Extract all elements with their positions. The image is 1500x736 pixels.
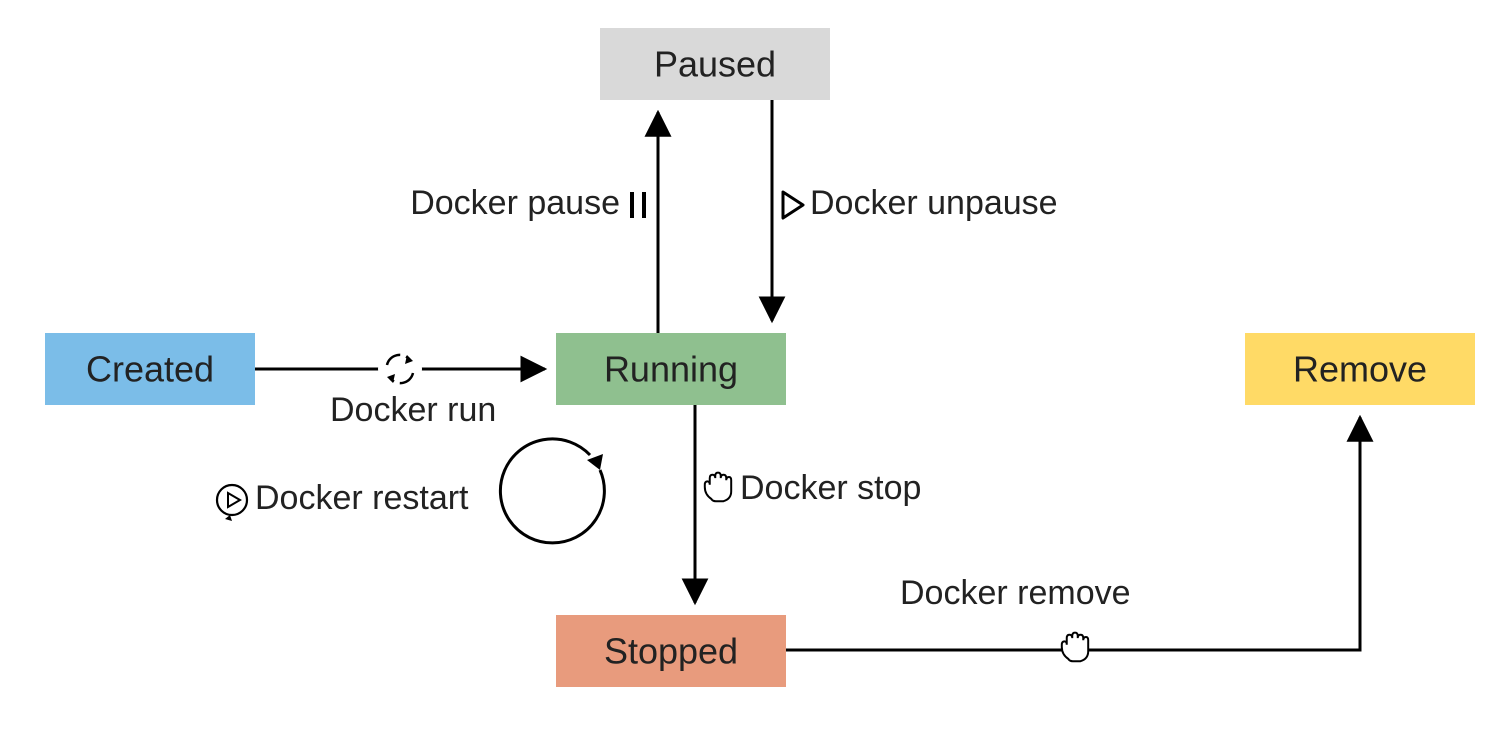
state-node-created: Created	[45, 333, 255, 405]
edge-pause: Docker pause	[410, 112, 658, 333]
state-node-stopped: Stopped	[556, 615, 786, 687]
edge-remove: Docker remove	[786, 417, 1360, 661]
state-node-running: Running	[556, 333, 786, 405]
edge-label: Docker run	[330, 391, 496, 429]
edge-restart: Docker restart	[217, 439, 604, 543]
restart-icon	[217, 485, 247, 521]
edge-label: Docker unpause	[810, 184, 1058, 222]
edge-run: Docker run	[255, 347, 545, 429]
edge-label: Docker pause	[410, 184, 620, 222]
cycle-icon	[378, 347, 422, 391]
edge-label: Docker stop	[740, 469, 921, 507]
pause-icon	[632, 192, 644, 218]
hand-icon	[705, 473, 731, 502]
node-label: Stopped	[604, 631, 738, 672]
play-icon	[783, 192, 803, 218]
node-label: Created	[86, 349, 214, 390]
edge-label: Docker remove	[900, 574, 1131, 612]
hand-icon	[1062, 633, 1088, 662]
edge-label: Docker restart	[255, 479, 469, 517]
node-label: Running	[604, 349, 738, 390]
edge-stop: Docker stop	[695, 405, 921, 603]
state-node-remove: Remove	[1245, 333, 1475, 405]
node-label: Paused	[654, 44, 776, 85]
edge-unpause: Docker unpause	[772, 100, 1058, 321]
state-node-paused: Paused	[600, 28, 830, 100]
node-label: Remove	[1293, 349, 1427, 390]
docker-lifecycle-diagram: Created Paused Running Stopped Remove Do…	[0, 0, 1500, 736]
